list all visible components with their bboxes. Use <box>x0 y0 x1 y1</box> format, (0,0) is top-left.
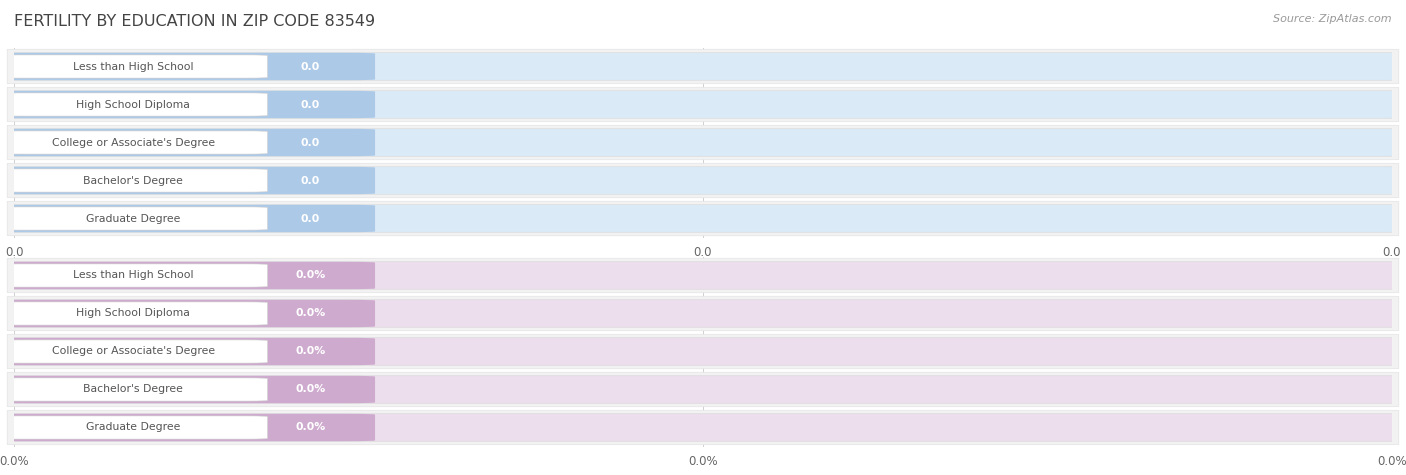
Text: Bachelor's Degree: Bachelor's Degree <box>83 384 183 395</box>
FancyBboxPatch shape <box>0 53 375 80</box>
Text: Less than High School: Less than High School <box>73 270 194 281</box>
FancyBboxPatch shape <box>0 414 1406 441</box>
FancyBboxPatch shape <box>0 91 375 118</box>
Text: Less than High School: Less than High School <box>73 61 194 72</box>
FancyBboxPatch shape <box>0 378 267 401</box>
Text: 0.0%: 0.0% <box>295 422 325 433</box>
Text: FERTILITY BY EDUCATION IN ZIP CODE 83549: FERTILITY BY EDUCATION IN ZIP CODE 83549 <box>14 14 375 29</box>
FancyBboxPatch shape <box>0 416 267 439</box>
Text: 0.0: 0.0 <box>301 99 321 110</box>
FancyBboxPatch shape <box>0 55 267 78</box>
FancyBboxPatch shape <box>7 201 1399 236</box>
FancyBboxPatch shape <box>7 410 1399 445</box>
FancyBboxPatch shape <box>0 53 1406 80</box>
Text: Bachelor's Degree: Bachelor's Degree <box>83 175 183 186</box>
FancyBboxPatch shape <box>0 167 375 194</box>
FancyBboxPatch shape <box>0 262 375 289</box>
FancyBboxPatch shape <box>0 205 1406 232</box>
FancyBboxPatch shape <box>0 129 375 156</box>
FancyBboxPatch shape <box>0 338 1406 365</box>
FancyBboxPatch shape <box>7 258 1399 293</box>
FancyBboxPatch shape <box>7 296 1399 331</box>
FancyBboxPatch shape <box>0 91 1406 118</box>
FancyBboxPatch shape <box>0 300 1406 327</box>
FancyBboxPatch shape <box>0 205 375 232</box>
FancyBboxPatch shape <box>0 169 267 192</box>
Text: 0.0%: 0.0% <box>688 455 718 468</box>
FancyBboxPatch shape <box>0 302 267 325</box>
FancyBboxPatch shape <box>0 262 1406 289</box>
FancyBboxPatch shape <box>0 300 375 327</box>
Text: 0.0: 0.0 <box>301 175 321 186</box>
FancyBboxPatch shape <box>0 167 1406 194</box>
FancyBboxPatch shape <box>7 334 1399 369</box>
FancyBboxPatch shape <box>7 87 1399 122</box>
Text: High School Diploma: High School Diploma <box>76 308 190 319</box>
Text: 0.0: 0.0 <box>301 137 321 148</box>
FancyBboxPatch shape <box>0 129 1406 156</box>
FancyBboxPatch shape <box>0 131 267 154</box>
Text: 0.0%: 0.0% <box>295 384 325 395</box>
FancyBboxPatch shape <box>0 340 267 363</box>
Text: College or Associate's Degree: College or Associate's Degree <box>52 346 215 357</box>
FancyBboxPatch shape <box>7 372 1399 407</box>
FancyBboxPatch shape <box>7 125 1399 160</box>
Text: 0.0%: 0.0% <box>0 455 30 468</box>
Text: College or Associate's Degree: College or Associate's Degree <box>52 137 215 148</box>
Text: Graduate Degree: Graduate Degree <box>86 213 180 224</box>
Text: Graduate Degree: Graduate Degree <box>86 422 180 433</box>
Text: 0.0%: 0.0% <box>1376 455 1406 468</box>
FancyBboxPatch shape <box>0 264 267 287</box>
FancyBboxPatch shape <box>7 49 1399 84</box>
Text: Source: ZipAtlas.com: Source: ZipAtlas.com <box>1274 14 1392 24</box>
Text: 0.0: 0.0 <box>693 246 713 259</box>
FancyBboxPatch shape <box>0 93 267 116</box>
Text: 0.0: 0.0 <box>301 61 321 72</box>
Text: 0.0%: 0.0% <box>295 308 325 319</box>
FancyBboxPatch shape <box>7 163 1399 198</box>
FancyBboxPatch shape <box>0 414 375 441</box>
FancyBboxPatch shape <box>0 376 375 403</box>
Text: 0.0%: 0.0% <box>295 270 325 281</box>
Text: 0.0%: 0.0% <box>295 346 325 357</box>
FancyBboxPatch shape <box>0 376 1406 403</box>
FancyBboxPatch shape <box>0 207 267 230</box>
Text: High School Diploma: High School Diploma <box>76 99 190 110</box>
FancyBboxPatch shape <box>0 338 375 365</box>
Text: 0.0: 0.0 <box>301 213 321 224</box>
Text: 0.0: 0.0 <box>1382 246 1402 259</box>
Text: 0.0: 0.0 <box>4 246 24 259</box>
